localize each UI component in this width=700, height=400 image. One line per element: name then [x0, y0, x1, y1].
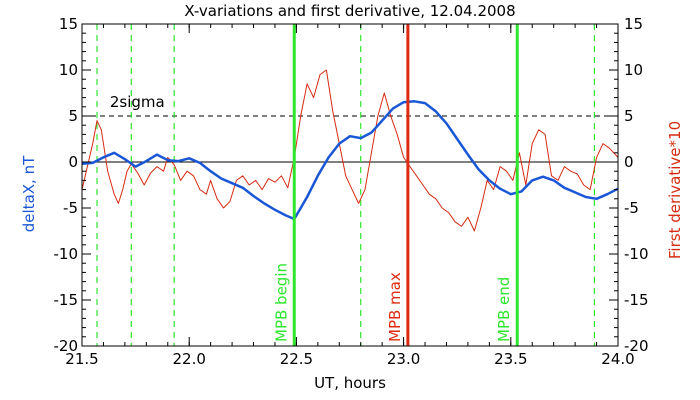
y-tick-label-right: -20: [624, 337, 649, 355]
x-tick-label: 23.5: [494, 350, 527, 368]
plot-frame: [81, 23, 619, 347]
y-tick-label-right: -5: [624, 199, 639, 217]
y-tick-label-right: 0: [624, 153, 634, 171]
marker-label: MPB max: [386, 272, 404, 342]
plot-area: 2sigma MPB begin MPB max MPB end 21.5 22.0 22.…: [54, 15, 649, 368]
x-tick-label: 22.5: [280, 350, 313, 368]
x-tick-label: 21.5: [65, 350, 98, 368]
y-tick-label-left: 5: [68, 107, 78, 125]
marker-label: MPB begin: [272, 263, 290, 342]
marker-label: MPB end: [495, 277, 513, 342]
y-axis-label-left: deltaX, nT: [20, 155, 38, 232]
y-tick-label-left: 15: [59, 15, 78, 33]
series-line-deltax: [81, 100, 619, 221]
y-tick-label-right: -10: [624, 245, 649, 263]
x-axis-label: UT, hours: [314, 374, 386, 392]
y-tick-label-left: -10: [54, 245, 79, 263]
y-tick-label-left: 0: [68, 153, 78, 171]
y-tick-label-left: -15: [54, 291, 79, 309]
y-tick-label-left: -20: [54, 337, 79, 355]
y-axis-label-right: First derivative*10: [666, 121, 684, 259]
x-tick-label: 23.0: [387, 350, 420, 368]
threshold-label: 2sigma: [110, 93, 165, 111]
y-tick-label-right: 5: [624, 107, 634, 125]
y-tick-label-right: -15: [624, 291, 649, 309]
chart-title: X-variations and first derivative, 12.04…: [184, 2, 515, 20]
y-tick-label-right: 15: [624, 15, 643, 33]
x-tick-label: 24.0: [601, 350, 634, 368]
x-tick-label: 22.0: [172, 350, 205, 368]
y-tick-label-left: 10: [59, 61, 78, 79]
y-tick-label-right: 10: [624, 61, 643, 79]
y-tick-label-left: -5: [63, 199, 78, 217]
